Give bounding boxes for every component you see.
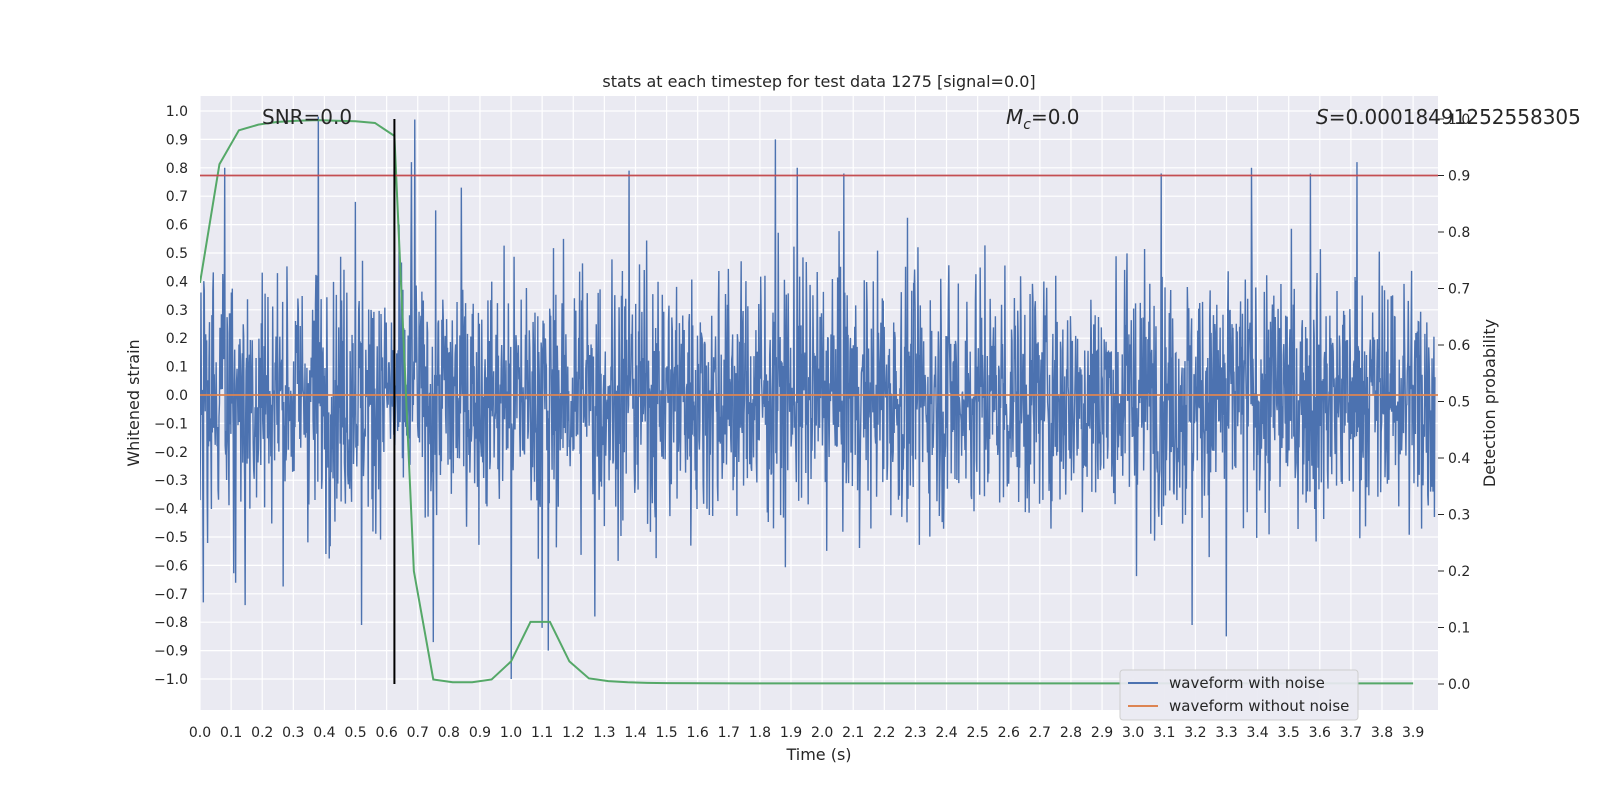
x-tick-label: 3.7 xyxy=(1340,725,1362,741)
x-tick-label: 3.4 xyxy=(1246,725,1268,741)
y-tick-label: 0.5 xyxy=(166,246,188,262)
chirp-mass-annotation: Mc=0.0 xyxy=(1006,105,1080,133)
x-tick-label: 0.4 xyxy=(313,725,335,741)
x-tick-label: 3.8 xyxy=(1371,725,1393,741)
y2-tick-label: 0.4 xyxy=(1448,451,1470,467)
x-ticks: 0.0 0.1 0.2 0.3 0.4 0.5 0.6 0.7 0.8 0.9 1.0 1.1 1.2 1… xyxy=(189,725,1424,741)
y-tick-label: −0.1 xyxy=(154,416,188,432)
legend-box xyxy=(1119,669,1359,721)
y-tick-label: 0.4 xyxy=(166,274,188,290)
x-tick-label: 0.7 xyxy=(407,725,429,741)
x-tick-label: 3.2 xyxy=(1184,725,1206,741)
x-tick-label: 0.6 xyxy=(376,725,398,741)
y-tick-label: 0.8 xyxy=(166,161,188,177)
x-tick-label: 2.7 xyxy=(1029,725,1051,741)
x-tick-label: 3.3 xyxy=(1215,725,1237,741)
x-tick-label: 1.4 xyxy=(624,725,646,741)
x-tick-label: 1.7 xyxy=(718,725,740,741)
x-tick-label: 0.8 xyxy=(438,725,460,741)
y2-tick-label: 0.3 xyxy=(1448,508,1470,524)
y-tick-label: −1.0 xyxy=(154,672,188,688)
chart-title: stats at each timestep for test data 127… xyxy=(602,72,1035,91)
legend-label-clean: waveform without noise xyxy=(1169,697,1349,715)
y2-ticks: 1.0 0.9 0.8 0.7 0.6 0.5 0.4 0.3 0.2 0.1 0.0 xyxy=(1438,112,1470,693)
x-tick-label: 1.3 xyxy=(593,725,615,741)
y-tick-label: 1.0 xyxy=(166,104,188,120)
detection-probability-line xyxy=(200,119,1414,685)
y2-tick-label: 0.8 xyxy=(1448,225,1470,241)
y-ticks: 1.0 0.9 0.8 0.7 0.6 0.5 0.4 0.3 0.2 0.1 0.0 −0.1 −0.… xyxy=(154,104,188,688)
y2-tick-label: 0.7 xyxy=(1448,282,1470,298)
y-tick-label: −0.3 xyxy=(154,473,188,489)
x-axis-label: Time (s) xyxy=(785,745,851,764)
overlays xyxy=(200,119,1438,684)
y-tick-label: −0.8 xyxy=(154,615,188,631)
y-tick-label: 0.7 xyxy=(166,189,188,205)
snr-annotation: SNR=0.0 xyxy=(262,105,352,129)
x-tick-label: 2.8 xyxy=(1060,725,1082,741)
y-axis-label: Whitened strain xyxy=(124,339,143,466)
y-tick-label: 0.2 xyxy=(166,331,188,347)
y2-tick-label: 0.0 xyxy=(1448,677,1470,693)
y2-tick-label: 0.9 xyxy=(1448,169,1470,185)
y-tick-label: −0.4 xyxy=(154,502,188,518)
series-detection-probability xyxy=(200,119,1414,685)
y-tick-label: −0.2 xyxy=(154,445,188,461)
y-tick-label: −0.6 xyxy=(154,558,188,574)
x-tick-label: 2.4 xyxy=(935,725,957,741)
y2-tick-label: 0.6 xyxy=(1448,338,1470,354)
x-tick-label: 2.5 xyxy=(967,725,989,741)
x-tick-label: 1.0 xyxy=(500,725,522,741)
x-tick-label: 2.0 xyxy=(811,725,833,741)
y-tick-label: 0.9 xyxy=(166,132,188,148)
x-tick-label: 3.5 xyxy=(1278,725,1300,741)
x-tick-label: 1.8 xyxy=(749,725,771,741)
x-tick-label: 0.5 xyxy=(344,725,366,741)
x-tick-label: 3.0 xyxy=(1122,725,1144,741)
y-tick-label: 0.3 xyxy=(166,303,188,319)
x-tick-label: 0.3 xyxy=(282,725,304,741)
y2-tick-label: 0.1 xyxy=(1448,621,1470,637)
snr-score-annotation: S=0.00018491252558305 xyxy=(1316,105,1581,129)
y2-tick-label: 0.5 xyxy=(1448,395,1470,411)
y-tick-label: −0.9 xyxy=(154,644,188,660)
y-tick-label: −0.5 xyxy=(154,530,188,546)
x-tick-label: 0.2 xyxy=(251,725,273,741)
x-tick-label: 0.0 xyxy=(189,725,211,741)
x-tick-label: 3.6 xyxy=(1309,725,1331,741)
x-tick-label: 1.1 xyxy=(531,725,553,741)
y-tick-label: 0.0 xyxy=(166,388,188,404)
y2-tick-label: 1.0 xyxy=(1448,112,1470,128)
x-tick-label: 1.5 xyxy=(655,725,677,741)
x-tick-label: 2.3 xyxy=(904,725,926,741)
x-tick-label: 1.6 xyxy=(687,725,709,741)
x-tick-label: 2.9 xyxy=(1091,725,1113,741)
y-tick-label: 0.6 xyxy=(166,218,188,234)
x-tick-label: 0.9 xyxy=(469,725,491,741)
x-tick-label: 1.2 xyxy=(562,725,584,741)
legend-label-noise: waveform with noise xyxy=(1169,674,1325,692)
y-tick-label: −0.7 xyxy=(154,587,188,603)
x-tick-label: 3.1 xyxy=(1153,725,1175,741)
x-tick-label: 2.6 xyxy=(998,725,1020,741)
x-tick-label: 0.1 xyxy=(220,725,242,741)
x-tick-label: 1.9 xyxy=(780,725,802,741)
x-tick-label: 3.9 xyxy=(1402,725,1424,741)
y-tick-label: 0.1 xyxy=(166,360,188,376)
x-tick-label: 2.2 xyxy=(873,725,895,741)
x-tick-label: 2.1 xyxy=(842,725,864,741)
y2-axis-label: Detection probability xyxy=(1480,319,1499,487)
legend: waveform with noise waveform without noi… xyxy=(1119,669,1359,721)
y2-tick-label: 0.2 xyxy=(1448,564,1470,580)
